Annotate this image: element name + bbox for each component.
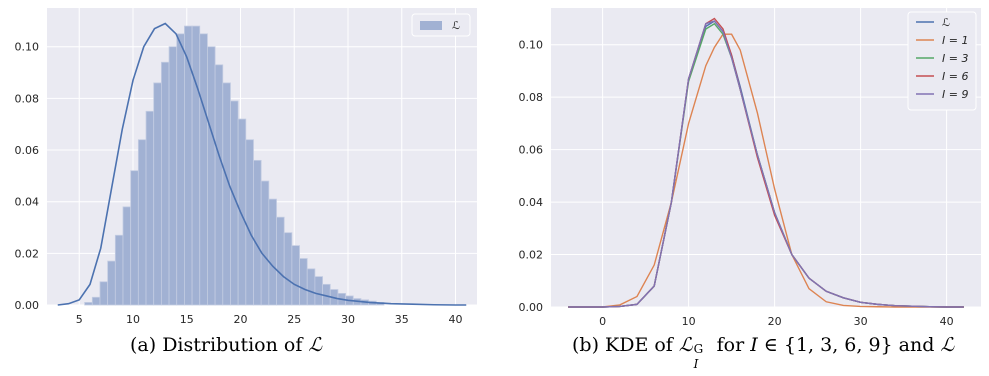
chart-distribution: 5 10 15 20 25 30 35 40 0.00 0.02 0.04 0.06 0.08 0.10 ℒ — [15, 8, 477, 326]
legend-label: I = 1 — [942, 34, 968, 47]
x-tick-label: 5 — [76, 313, 83, 326]
x-tick-label: 20 — [234, 313, 248, 326]
histogram-bar — [160, 61, 170, 306]
legend-label: ℒ — [452, 19, 460, 32]
x-tick-label: 30 — [341, 313, 355, 326]
histogram-bar — [207, 46, 216, 306]
histogram-bar — [107, 260, 116, 306]
x-tick-label: 10 — [126, 313, 140, 326]
histogram-bar — [168, 46, 178, 306]
caption-a: (a) Distribution of ℒ — [130, 334, 323, 356]
x-tick-label: 35 — [395, 313, 409, 326]
legend-label: I = 3 — [942, 52, 968, 65]
y-tick-label: 0.00 — [15, 299, 40, 312]
x-tick-label: 25 — [287, 313, 301, 326]
histogram-bar — [245, 139, 254, 306]
histogram-bar — [176, 33, 185, 306]
chart-kde: 0 10 20 30 40 0.00 0.02 0.04 0.06 0.08 0.10 ℒ I = 1 I… — [519, 8, 981, 328]
histogram-bar — [199, 33, 208, 306]
legend-label: I = 6 — [942, 70, 968, 83]
legend-label: I = 9 — [942, 88, 968, 101]
y-tick-label: 0.04 — [519, 196, 544, 209]
histogram-bar — [291, 245, 300, 306]
x-tick-label: 40 — [940, 315, 954, 328]
y-tick-label: 0.06 — [519, 144, 544, 157]
histogram-bar — [153, 82, 162, 306]
x-tick-label: 20 — [768, 315, 782, 328]
histogram-bar — [137, 139, 147, 306]
y-tick-label: 0.10 — [15, 41, 40, 54]
histogram-bar — [114, 234, 124, 306]
histogram-bar — [99, 281, 109, 306]
histogram-bar — [276, 216, 285, 306]
y-tick-label: 0.00 — [519, 301, 544, 314]
y-tick-label: 0.04 — [15, 196, 40, 209]
histogram-bar — [268, 198, 277, 306]
histogram-bar — [130, 170, 139, 306]
x-tick-label: 30 — [854, 315, 868, 328]
legend-box — [907, 11, 977, 111]
y-tick-label: 0.08 — [519, 91, 544, 104]
histogram-bar — [145, 110, 155, 306]
y-tick-label: 0.08 — [15, 92, 40, 105]
series-line — [568, 20, 964, 308]
histogram-bar — [314, 276, 323, 306]
histogram-bar — [191, 25, 201, 306]
x-tick-label: 40 — [449, 313, 463, 326]
histogram-bar — [299, 258, 308, 306]
histogram-bar — [306, 268, 316, 306]
series-line — [568, 33, 964, 308]
histogram-bar — [84, 302, 93, 306]
legend-swatch — [420, 21, 442, 30]
legend-label: ℒ — [942, 16, 950, 29]
histogram-bar — [122, 206, 132, 306]
y-tick-label: 0.02 — [519, 249, 544, 262]
y-tick-label: 0.06 — [15, 144, 40, 157]
x-tick-label: 15 — [180, 313, 194, 326]
histogram-bar — [253, 159, 262, 306]
histogram-bar — [91, 296, 101, 306]
histogram-bar — [222, 82, 231, 306]
x-tick-label: 0 — [599, 315, 606, 328]
histogram-bar — [260, 180, 270, 306]
histogram-bar — [283, 232, 293, 306]
histogram-bar — [237, 118, 247, 306]
histogram-bar — [214, 64, 224, 306]
x-tick-label: 10 — [682, 315, 696, 328]
kde-line — [57, 22, 467, 306]
y-tick-label: 0.10 — [519, 39, 544, 52]
y-tick-label: 0.02 — [15, 247, 40, 260]
